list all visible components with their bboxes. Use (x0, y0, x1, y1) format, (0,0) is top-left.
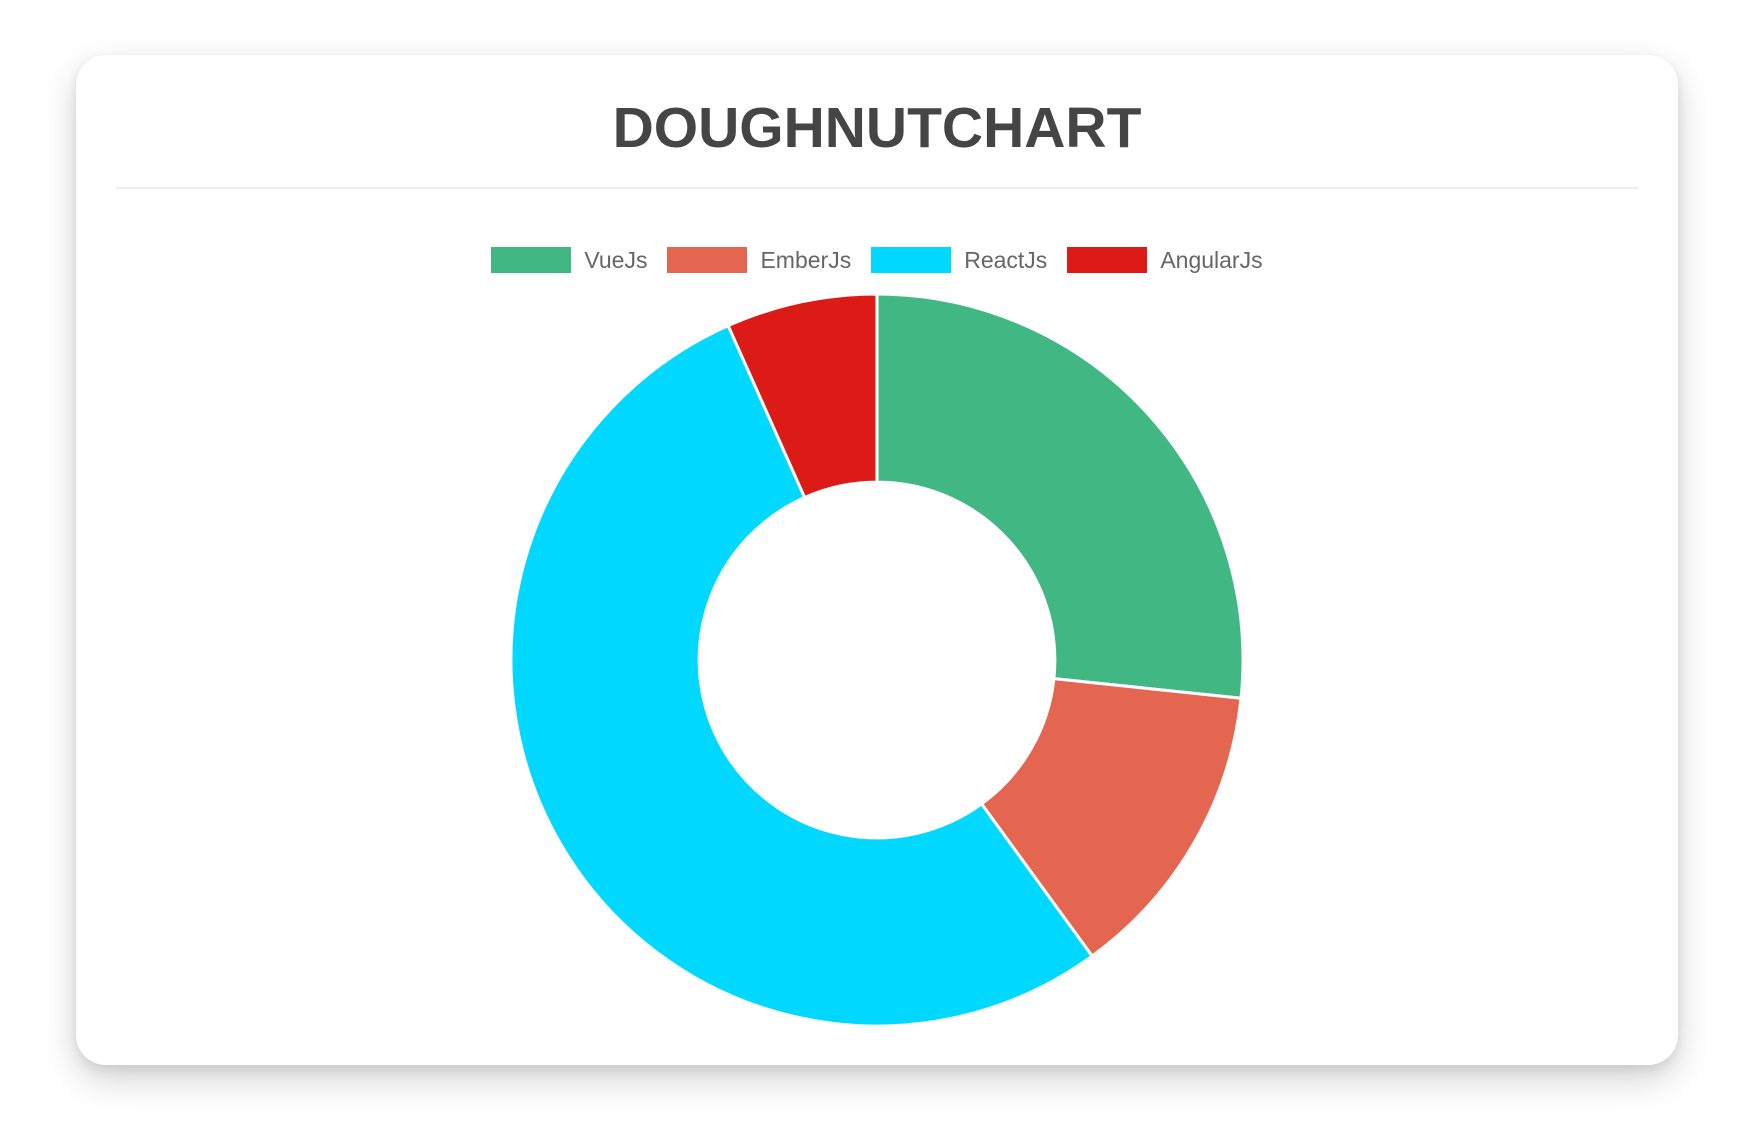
legend-item-reactjs[interactable]: ReactJs (871, 247, 1047, 274)
chart-legend: VueJs EmberJs ReactJs AngularJs (116, 247, 1638, 274)
legend-label: ReactJs (964, 246, 1048, 273)
card-content: DOUGHNUTCHART VueJs EmberJs ReactJs Angular… (76, 55, 1678, 1030)
legend-swatch-emberjs (667, 247, 748, 274)
page-title: DOUGHNUTCHART (612, 96, 1142, 160)
legend-label: EmberJs (760, 246, 852, 273)
chart-card: DOUGHNUTCHART VueJs EmberJs ReactJs Angular… (76, 55, 1678, 1065)
legend-swatch-angularjs (1067, 247, 1148, 274)
legend-swatch-vuejs (491, 247, 572, 274)
legend-label: AngularJs (1160, 246, 1263, 273)
legend-item-vuejs[interactable]: VueJs (491, 247, 647, 274)
legend-label: VueJs (584, 246, 648, 273)
legend-swatch-reactjs (871, 247, 952, 274)
segment-reactjs[interactable] (509, 323, 1095, 1028)
doughnut-chart (509, 292, 1245, 1028)
title-divider (116, 186, 1638, 189)
segment-vuejs[interactable] (875, 292, 1245, 700)
segment-emberjs[interactable] (979, 676, 1243, 959)
chart-area (116, 290, 1638, 1030)
segment-angularjs[interactable] (726, 292, 879, 500)
legend-item-emberjs[interactable]: EmberJs (667, 247, 851, 274)
legend-item-angularjs[interactable]: AngularJs (1067, 246, 1263, 274)
